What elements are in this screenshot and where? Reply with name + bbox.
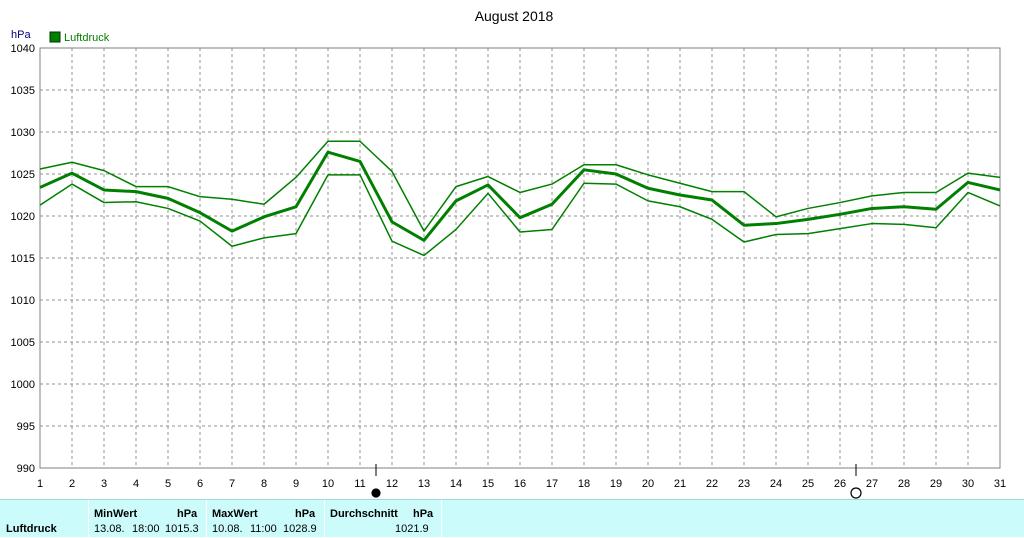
min-header: MinWert xyxy=(94,508,138,520)
series-line-min xyxy=(39,174,1001,257)
x-tick-label: 10 xyxy=(322,478,334,490)
x-tick-label: 18 xyxy=(578,478,590,490)
x-axis-ticks: 1 2 3 4 5 6 7 8 9 10 11 12 13 14 15 16 17 18 19 20 21 22 23 24 2… xyxy=(37,478,1006,490)
x-tick-label: 31 xyxy=(994,478,1006,490)
min-date: 13.08. xyxy=(94,523,125,535)
x-tick-label: 28 xyxy=(898,478,910,490)
y-tick-label: 990 xyxy=(17,463,35,475)
y-tick-label: 1010 xyxy=(11,295,35,307)
y-tick-label: 1040 xyxy=(11,43,35,55)
chart-title: August 2018 xyxy=(475,8,554,24)
avg-value: 1021.9 xyxy=(395,523,429,535)
footer-row-label-cell: Luftdruck xyxy=(0,500,89,538)
x-tick-label: 9 xyxy=(293,478,299,490)
x-tick-label: 17 xyxy=(546,478,558,490)
x-tick-label: 19 xyxy=(610,478,622,490)
x-tick-label: 29 xyxy=(930,478,942,490)
data-series xyxy=(39,140,1001,257)
x-tick-label: 1 xyxy=(37,478,43,490)
x-tick-label: 30 xyxy=(962,478,974,490)
pressure-chart: August 2018 hPa Luftdruck 990 995 1000 1005… xyxy=(11,8,1006,499)
max-header: MaxWert xyxy=(212,508,258,520)
y-tick-label: 1025 xyxy=(11,169,35,181)
x-tick-label: 6 xyxy=(197,478,203,490)
statistics-bar: Luftdruck MinWert hPa 13.08. 18:00 1015.… xyxy=(0,499,1024,538)
max-unit: hPa xyxy=(295,508,316,520)
series-line-mean xyxy=(39,150,1001,242)
min-unit: hPa xyxy=(177,508,198,520)
x-tick-label: 24 xyxy=(770,478,782,490)
y-tick-label: 1000 xyxy=(11,379,35,391)
y-tick-label: 1005 xyxy=(11,337,35,349)
footer-avg-cell: Durchschnitt hPa 1021.9 xyxy=(325,500,442,538)
new-moon-icon xyxy=(371,488,381,498)
x-tick-label: 25 xyxy=(802,478,814,490)
x-tick-label: 27 xyxy=(866,478,878,490)
max-time: 11:00 xyxy=(250,523,277,535)
y-axis-unit-label: hPa xyxy=(11,29,31,41)
footer-row-label: Luftdruck xyxy=(6,523,57,535)
y-tick-label: 1020 xyxy=(11,211,35,223)
x-tick-label: 3 xyxy=(101,478,107,490)
x-tick-label: 26 xyxy=(834,478,846,490)
y-tick-label: 1035 xyxy=(11,85,35,97)
max-date: 10.08. xyxy=(212,523,243,535)
x-tick-label: 21 xyxy=(674,478,686,490)
x-tick-label: 4 xyxy=(133,478,139,490)
full-moon-icon xyxy=(850,487,862,499)
moon-phase-markers xyxy=(371,464,862,499)
legend-swatch xyxy=(49,31,61,43)
x-tick-label: 11 xyxy=(354,478,365,490)
x-tick-label: 5 xyxy=(165,478,171,490)
series-line-max xyxy=(39,140,1001,232)
max-value: 1028.9 xyxy=(283,523,317,535)
footer-min-cell: MinWert hPa 13.08. 18:00 1015.3 xyxy=(89,500,207,538)
x-tick-label: 2 xyxy=(69,478,75,490)
x-tick-label: 13 xyxy=(418,478,430,490)
avg-unit: hPa xyxy=(413,508,434,520)
y-tick-label: 1030 xyxy=(11,127,35,139)
x-tick-label: 16 xyxy=(514,478,526,490)
x-tick-label: 23 xyxy=(738,478,750,490)
x-tick-label: 8 xyxy=(261,478,267,490)
footer-max-cell: MaxWert hPa 10.08. 11:00 1028.9 xyxy=(207,500,325,538)
x-tick-label: 15 xyxy=(482,478,494,490)
y-tick-label: 995 xyxy=(17,421,35,433)
x-tick-label: 7 xyxy=(229,478,235,490)
x-tick-label: 14 xyxy=(450,478,462,490)
legend-label: Luftdruck xyxy=(64,32,110,44)
x-tick-label: 12 xyxy=(386,478,398,490)
min-value: 1015.3 xyxy=(165,523,199,535)
x-tick-label: 20 xyxy=(642,478,654,490)
y-tick-label: 1015 xyxy=(11,253,35,265)
y-axis-ticks: 990 995 1000 1005 1010 1015 1020 1025 1030 1035 10… xyxy=(11,43,35,475)
grid-lines xyxy=(40,48,1000,468)
min-time: 18:00 xyxy=(132,523,160,535)
avg-header: Durchschnitt xyxy=(330,508,398,520)
x-tick-label: 22 xyxy=(706,478,718,490)
